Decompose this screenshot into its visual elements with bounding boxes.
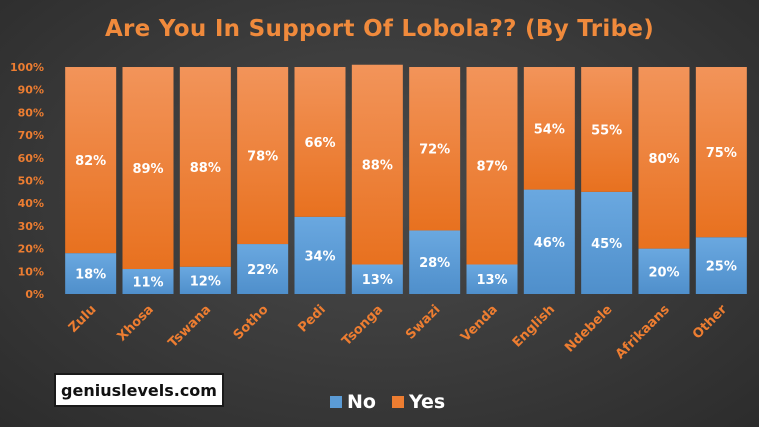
x-category-label: Swazi	[403, 302, 443, 342]
data-label-no: 20%	[648, 265, 679, 280]
data-label-no: 28%	[419, 256, 450, 271]
data-label-yes: 78%	[247, 150, 278, 165]
data-label-yes: 72%	[419, 143, 450, 158]
bar-no	[351, 264, 403, 294]
data-label-yes: 66%	[304, 136, 335, 151]
data-label-no: 11%	[132, 276, 163, 291]
data-label-yes: 89%	[132, 162, 163, 177]
legend-item-yes: Yes	[391, 391, 446, 413]
data-label-no: 22%	[247, 263, 278, 278]
x-category-label: Pedi	[296, 302, 329, 335]
bar-yes	[695, 67, 747, 238]
chart-legend: No Yes	[330, 389, 445, 415]
x-category-label: Tsonga	[339, 302, 386, 349]
y-tick-label: 80%	[18, 106, 44, 119]
data-label-yes: 55%	[591, 123, 622, 138]
legend-label-yes: Yes	[408, 391, 446, 413]
bar-yes	[122, 67, 174, 270]
bar-no	[122, 269, 174, 294]
data-label-yes: 87%	[476, 160, 507, 175]
bar-yes	[638, 67, 690, 249]
bar-yes	[581, 67, 633, 192]
x-category-label: Sotho	[231, 302, 272, 343]
legend-item-no: No	[330, 391, 376, 413]
y-tick-label: 30%	[18, 220, 44, 233]
legend-swatch-no	[330, 396, 342, 408]
data-label-no: 46%	[534, 236, 565, 251]
chart-title: Are You In Support Of Lobola?? (By Tribe…	[104, 16, 655, 42]
bar-no	[638, 248, 690, 294]
data-label-no: 13%	[362, 273, 393, 288]
x-category-label: Ndebele	[562, 302, 615, 355]
y-tick-label: 50%	[18, 175, 44, 188]
x-category-label: Other	[690, 302, 731, 343]
data-label-no: 18%	[75, 268, 106, 283]
x-category-label: English	[510, 302, 558, 350]
data-label-no: 34%	[304, 249, 335, 264]
bar-no	[695, 237, 747, 294]
data-label-no: 13%	[476, 273, 507, 288]
data-label-yes: 88%	[190, 161, 221, 176]
bar-no	[409, 230, 461, 294]
y-tick-label: 70%	[18, 129, 44, 142]
bar-no	[294, 216, 346, 294]
x-category-label: Zulu	[66, 302, 100, 336]
bar-yes	[294, 67, 346, 217]
bar-no	[466, 264, 518, 294]
x-category-label: Tswana	[166, 302, 215, 351]
y-tick-label: 60%	[18, 152, 44, 165]
bar-yes	[179, 67, 231, 267]
watermark-label: geniuslevels.com	[54, 373, 224, 407]
bar-yes	[65, 67, 117, 254]
y-tick-label: 90%	[18, 84, 44, 97]
data-label-yes: 80%	[648, 152, 679, 167]
bar-yes	[523, 67, 575, 190]
y-tick-label: 20%	[18, 243, 44, 256]
x-category-label: Venda	[458, 302, 501, 345]
bar-no	[179, 266, 231, 294]
bar-yes	[237, 67, 289, 245]
bar-no	[65, 253, 117, 294]
data-label-no: 25%	[706, 260, 737, 275]
bar-no	[581, 191, 633, 294]
data-label-yes: 54%	[534, 122, 565, 137]
bar-yes	[466, 67, 518, 265]
bar-no	[237, 244, 289, 294]
data-label-yes: 82%	[75, 154, 106, 169]
y-tick-label: 0%	[25, 288, 44, 301]
data-label-no: 12%	[190, 274, 221, 289]
bar-no	[523, 189, 575, 294]
bar-yes	[409, 67, 461, 231]
x-category-label: Afrikaans	[613, 302, 673, 362]
y-tick-label: 100%	[10, 61, 44, 74]
bar-yes	[351, 64, 403, 265]
data-label-yes: 88%	[362, 159, 393, 174]
y-tick-label: 40%	[18, 197, 44, 210]
legend-label-no: No	[347, 391, 376, 413]
y-tick-label: 10%	[18, 265, 44, 278]
data-label-no: 45%	[591, 237, 622, 252]
legend-swatch-yes	[391, 396, 404, 408]
x-category-label: Xhosa	[115, 302, 157, 344]
data-label-yes: 75%	[706, 146, 737, 161]
